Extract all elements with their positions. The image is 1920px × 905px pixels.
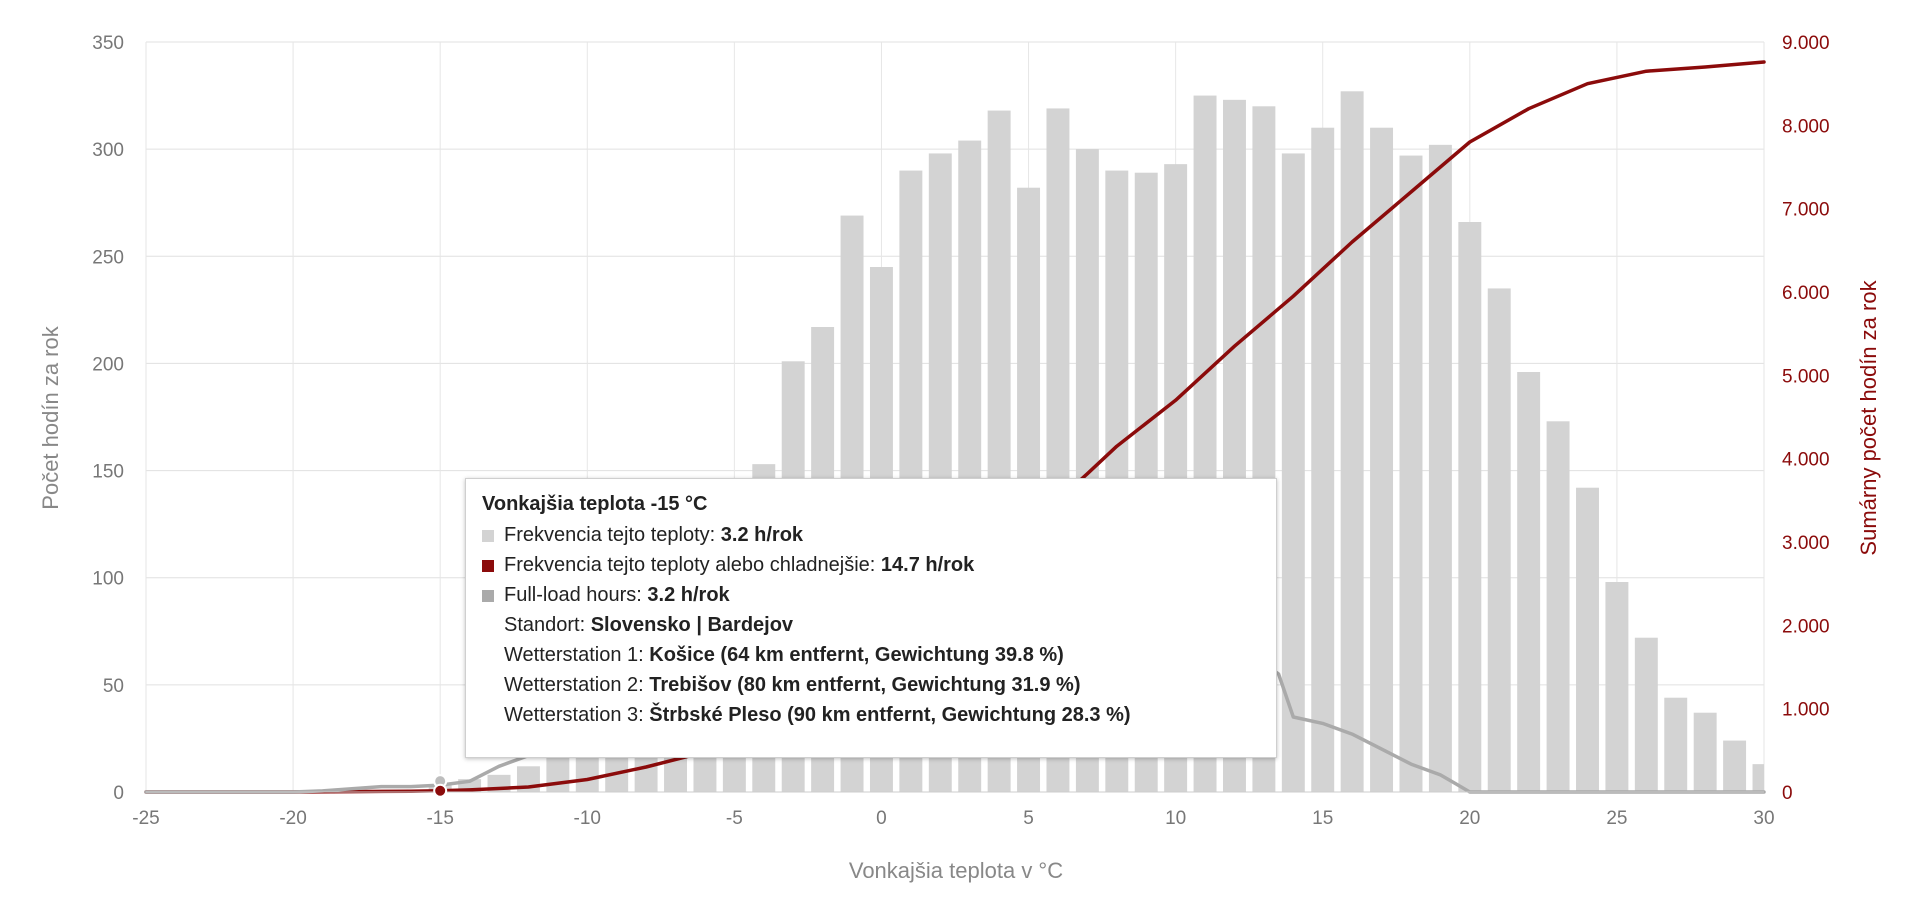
x-tick-label: 30 bbox=[1753, 808, 1774, 829]
tooltip-symbol-icon bbox=[482, 620, 494, 632]
tooltip-row: Frekvencia tejto teploty: 3.2 h/rok bbox=[482, 520, 1258, 550]
tooltip-value: Trebišov (80 km entfernt, Gewichtung 31.… bbox=[649, 674, 1081, 696]
tooltip-value: 3.2 h/rok bbox=[720, 524, 804, 546]
hover-markers bbox=[433, 774, 448, 798]
tooltip-row: Frekvencia tejto teploty alebo chladnejš… bbox=[482, 550, 1258, 580]
tooltip-symbol-icon bbox=[482, 590, 494, 602]
y2-tick-label: 0 bbox=[1782, 783, 1793, 804]
x-axis-title: Vonkajšia teplota v °C bbox=[849, 858, 1063, 883]
tooltip-title: Vonkajšia teplota -15 °C bbox=[482, 493, 708, 515]
y2-axis-title: Sumárny počet hodín za rok bbox=[1856, 279, 1881, 555]
tooltip-row: Full-load hours: 3.2 h/rok bbox=[482, 580, 1258, 610]
y-tick-label: 300 bbox=[92, 140, 124, 161]
y2-tick-label: 5.000 bbox=[1782, 366, 1830, 387]
x-tick-label: 25 bbox=[1606, 808, 1627, 829]
y-tick-label: 350 bbox=[92, 33, 124, 54]
x-tick-label: 5 bbox=[1023, 808, 1034, 829]
tooltip-symbol-icon bbox=[482, 650, 494, 662]
frequency-bar bbox=[1605, 582, 1629, 792]
tooltip-label: Wetterstation 3: bbox=[504, 704, 650, 726]
x-tick-label: -10 bbox=[574, 808, 601, 829]
frequency-bar bbox=[1546, 421, 1570, 792]
y-tick-label: 100 bbox=[92, 569, 124, 590]
tooltip-rows: Frekvencia tejto teploty: 3.2 h/rok Frekv… bbox=[482, 520, 1258, 730]
frequency-bar bbox=[1693, 712, 1717, 792]
frequency-bar bbox=[1487, 288, 1511, 792]
frequency-bar bbox=[1664, 697, 1688, 792]
frequency-bar bbox=[1634, 637, 1658, 792]
tooltip-label: Full-load hours: bbox=[504, 584, 648, 606]
tooltip-symbol-icon bbox=[482, 710, 494, 722]
y-tick-label: 200 bbox=[92, 354, 124, 375]
tooltip-row: Wetterstation 1: Košice (64 km entfernt,… bbox=[482, 640, 1258, 670]
tooltip-label: Wetterstation 2: bbox=[504, 674, 650, 696]
y2-tick-label: 1.000 bbox=[1782, 700, 1830, 721]
x-tick-label: -15 bbox=[426, 808, 453, 829]
tooltip-value: 14.7 h/rok bbox=[880, 554, 975, 576]
tooltip-value: Štrbské Pleso (90 km entfernt, Gewichtun… bbox=[649, 704, 1131, 726]
y-tick-label: 50 bbox=[103, 676, 124, 697]
tooltip-symbol-icon bbox=[482, 530, 494, 542]
tooltip-row: Standort: Slovensko | Bardejov bbox=[482, 610, 1258, 640]
frequency-bar bbox=[1311, 127, 1335, 792]
frequency-bar bbox=[1752, 764, 1764, 792]
frequency-bar bbox=[1576, 487, 1599, 792]
tooltip-value: Košice (64 km entfernt, Gewichtung 39.8 … bbox=[649, 644, 1064, 666]
y2-tick-label: 9.000 bbox=[1782, 33, 1830, 54]
tooltip-label: Wetterstation 1: bbox=[504, 644, 650, 666]
tooltip-value: 3.2 h/rok bbox=[647, 584, 730, 606]
y2-tick-label: 3.000 bbox=[1782, 533, 1830, 554]
tooltip-symbol-icon bbox=[482, 560, 494, 572]
frequency-bar bbox=[546, 753, 570, 792]
y-axis-title: Počet hodín za rok bbox=[38, 325, 63, 509]
y-tick-label: 150 bbox=[92, 462, 124, 483]
frequency-bar bbox=[1370, 127, 1394, 792]
x-tick-label: -5 bbox=[726, 808, 743, 829]
y2-tick-label: 2.000 bbox=[1782, 616, 1830, 637]
frequency-bar bbox=[1340, 91, 1364, 793]
x-tick-label: 10 bbox=[1165, 808, 1186, 829]
tooltip-symbol-icon bbox=[482, 680, 494, 692]
x-tick-label: 15 bbox=[1312, 808, 1333, 829]
frequency-bar bbox=[1723, 740, 1747, 792]
y-tick-label: 250 bbox=[92, 247, 124, 268]
tooltip-value: Slovensko | Bardejov bbox=[590, 614, 794, 636]
x-tick-label: -25 bbox=[132, 808, 159, 829]
x-tick-label: 0 bbox=[876, 808, 887, 829]
chart-tooltip: Vonkajšia teplota -15 °C Frekvencia tejt… bbox=[465, 478, 1277, 758]
frequency-bar bbox=[1458, 222, 1482, 792]
tooltip-label: Frekvencia tejto teploty: bbox=[504, 524, 721, 546]
frequency-bar bbox=[1517, 372, 1541, 792]
frequency-bar bbox=[1428, 144, 1452, 792]
frequency-bar bbox=[1281, 153, 1305, 792]
y2-tick-label: 4.000 bbox=[1782, 450, 1830, 471]
frequency-bar bbox=[1399, 155, 1423, 793]
tooltip-row: Wetterstation 3: Štrbské Pleso (90 km en… bbox=[482, 700, 1258, 730]
tooltip-label: Standort: bbox=[504, 614, 591, 636]
tooltip-label: Frekvencia tejto teploty alebo chladnejš… bbox=[504, 554, 881, 576]
y-tick-label: 0 bbox=[113, 783, 124, 804]
x-tick-label: 20 bbox=[1459, 808, 1480, 829]
tooltip-row: Wetterstation 2: Trebišov (80 km entfern… bbox=[482, 670, 1258, 700]
cumulative-marker bbox=[433, 783, 448, 798]
x-tick-label: -20 bbox=[279, 808, 306, 829]
y2-tick-label: 6.000 bbox=[1782, 283, 1830, 304]
y2-tick-label: 8.000 bbox=[1782, 116, 1830, 137]
y2-tick-label: 7.000 bbox=[1782, 200, 1830, 221]
